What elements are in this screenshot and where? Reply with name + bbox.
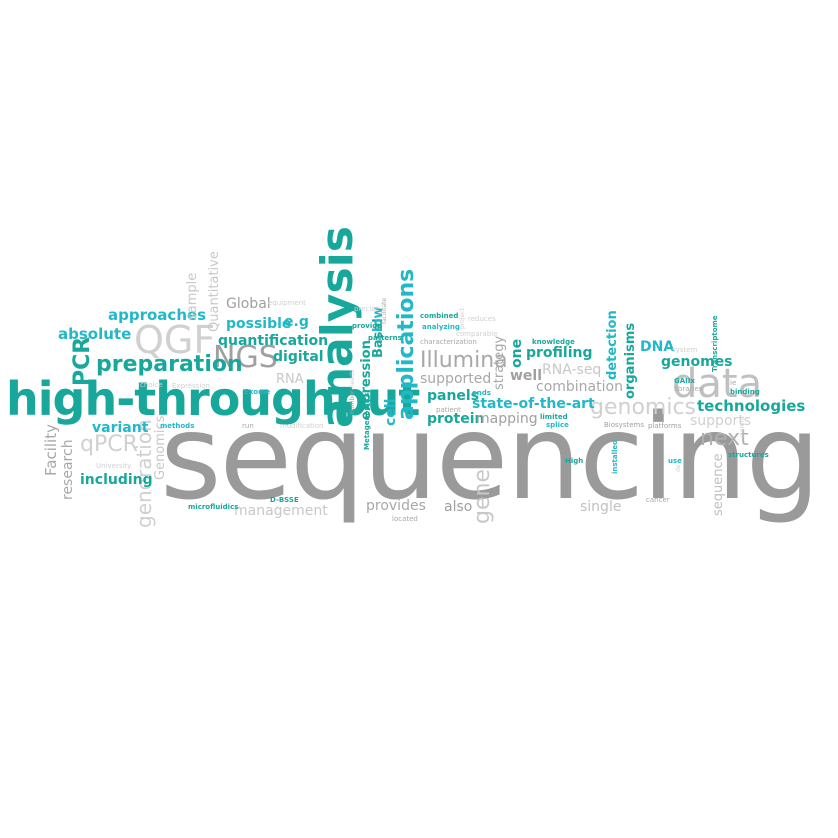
word-D-BSSE: D-BSSE [270, 496, 299, 504]
word-installed: installed [611, 439, 619, 474]
word-Illumina: Illumina [420, 348, 508, 373]
word-single: single [580, 499, 622, 515]
word-platforms: platforms [648, 422, 682, 430]
word-knowledge: knowledge [532, 338, 575, 346]
word-located: located [392, 515, 418, 523]
word-provide: provide [352, 322, 382, 330]
word-RNA-seq: RNA-seq [542, 362, 602, 378]
word-research: research [60, 439, 76, 500]
word-equipment: equipment [268, 299, 306, 307]
word-binding: binding [730, 388, 760, 396]
word-number: number [349, 390, 356, 414]
word-state-of-the-art: state-of-the-art [472, 396, 595, 412]
word-organisms: organisms [623, 322, 638, 399]
word-gene: gene [470, 469, 495, 524]
word-Transcriptome: Transcriptome [711, 315, 719, 372]
word-limited: limited [540, 413, 568, 421]
word-sequence: sequence [711, 453, 726, 516]
word-Biosystems: Biosystems [604, 421, 644, 429]
word-Quantitative: Quantitative [207, 251, 222, 332]
word-reduces: reduces [468, 315, 496, 323]
word-profiling: profiling [526, 345, 593, 361]
word-splice: splice [546, 421, 569, 429]
word-use: use [668, 457, 682, 465]
word-genomes: genomes [661, 354, 733, 370]
word-Exome: Exome [244, 388, 271, 396]
word-supported: supported [420, 371, 492, 387]
word-cell: cell [383, 398, 399, 426]
word-RNA: RNA [276, 372, 304, 387]
word-quantification: quantification [218, 333, 329, 349]
word-patient: patient [436, 406, 461, 414]
word-also: also [444, 499, 473, 515]
word-patterns: patterns [368, 334, 402, 342]
word-QGF: QGF [134, 318, 216, 362]
word-high-throughput: high-throughput [6, 372, 420, 426]
word-modification: modification [280, 422, 324, 430]
word-one: one [509, 338, 525, 368]
word-microfluidics: microfluidics [188, 503, 239, 511]
word-preparation: preparation [96, 352, 243, 377]
word-precise: precise [354, 305, 380, 313]
word-Facility: Facility [42, 424, 60, 476]
word-provides: provides [366, 498, 426, 514]
word-project: project [459, 308, 466, 329]
word-eg: e.g [284, 314, 309, 330]
word-absolute: absolute [58, 325, 132, 343]
word-choice: choice [140, 381, 163, 389]
word-approaches: approaches [108, 306, 207, 324]
word-detection: detection [605, 310, 620, 380]
word-supports: supports [690, 413, 752, 429]
word-High: High [565, 457, 584, 465]
word-well: well [510, 368, 543, 384]
word-DNA: DNA [640, 339, 675, 355]
word-technologies: technologies [697, 397, 806, 415]
word-comparable: comparable [456, 330, 498, 338]
word-mapping: mapping [476, 411, 538, 427]
word-ie: ie [730, 379, 737, 387]
word-data: data [672, 361, 763, 407]
word-GAIIx: GAIIx [674, 377, 695, 385]
word-protein: protein [427, 411, 485, 427]
word-combined: combined [420, 312, 459, 320]
word-current: current [739, 416, 746, 438]
word-panels: panels [427, 388, 480, 404]
word-system: system [672, 346, 698, 354]
word-including: including [80, 472, 153, 488]
word-libraries: libraries [674, 385, 703, 393]
word-structures: structures [728, 451, 769, 459]
word-characterization: characterization [420, 338, 477, 346]
word-digital: digital [273, 349, 324, 365]
word-management: management [234, 503, 328, 519]
word-genomics: genomics [590, 395, 697, 420]
word-facilitate: facilitate [381, 297, 388, 324]
word-PCR: PCR [70, 336, 95, 386]
word-Expression: Expression [172, 382, 210, 390]
word-sequencing: sequencing [160, 388, 820, 526]
word-cancer: cancer [646, 496, 670, 504]
word-Global: Global [226, 296, 271, 312]
word-sample: sample [185, 272, 200, 320]
word-next: next [700, 426, 749, 451]
word-methods: methods [160, 422, 195, 430]
word-possible: possible [226, 316, 292, 332]
word-variant: variant [92, 420, 149, 436]
word-combination: combination [536, 379, 623, 395]
word-University: University [96, 462, 132, 470]
word-run: run [242, 422, 254, 430]
word-needs: needs [349, 369, 356, 388]
word-de: de [675, 464, 682, 473]
word-ends: ends [472, 389, 491, 397]
word-Metagenomics: Metagenomics [363, 392, 371, 450]
word-qPCR: qPCR [80, 432, 138, 457]
word-strategy: strategy [492, 335, 507, 390]
word-applications: applications [394, 268, 419, 420]
word-NGS: NGS [213, 340, 278, 375]
word-analyzing: analyzing [422, 323, 460, 331]
